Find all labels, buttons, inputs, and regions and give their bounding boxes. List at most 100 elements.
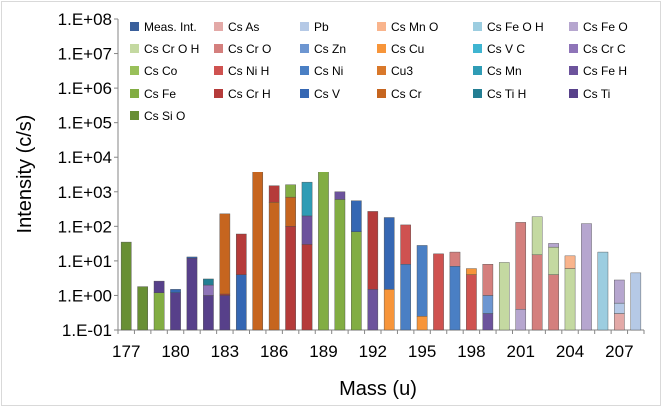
legend-label: Cs Mn O — [391, 20, 438, 34]
bar-segment — [301, 244, 313, 331]
bar-segment — [630, 272, 642, 331]
legend-label: Cs Si O — [144, 109, 185, 123]
x-axis-title: Mass (u) — [339, 378, 417, 400]
legend-label: Cs Cu — [391, 42, 424, 56]
legend-swatch — [214, 44, 223, 53]
bar-segment — [268, 201, 280, 331]
legend-label: Cs V C — [487, 42, 525, 56]
legend-label: Cs Zn — [314, 42, 346, 56]
legend-swatch — [569, 89, 578, 98]
bar-segment — [482, 295, 494, 314]
bar-segment — [203, 284, 214, 296]
x-tick-label: 198 — [457, 342, 485, 361]
x-tick-label: 189 — [309, 342, 337, 361]
bar-segment — [367, 289, 379, 331]
legend-swatch — [377, 22, 386, 31]
bar-segment — [482, 313, 494, 331]
legend-label: Cs Ni — [314, 64, 343, 78]
bar-segment — [466, 274, 477, 331]
x-tick-label: 204 — [556, 342, 584, 361]
y-tick-label: 1.E+01 — [58, 252, 112, 271]
legend-swatch — [473, 66, 482, 75]
bar-segment — [581, 223, 592, 331]
legend-label: Cs Mn — [487, 64, 522, 78]
legend-swatch — [130, 89, 139, 98]
legend-label: Cs V — [314, 87, 340, 101]
legend-swatch — [377, 44, 386, 53]
bar-segment — [564, 255, 576, 269]
bar-segment — [466, 268, 477, 275]
legend-label: Cs Cr O — [228, 42, 271, 56]
legend-swatch — [473, 89, 482, 98]
y-axis-title: Intensity (c/s) — [14, 115, 36, 234]
bar-segment — [416, 316, 428, 331]
bar-segment — [548, 274, 559, 331]
bar-segment — [285, 196, 296, 227]
legend-swatch — [473, 22, 482, 31]
bar-segment — [531, 216, 543, 256]
legend-swatch — [300, 89, 309, 98]
legend-swatch — [377, 89, 386, 98]
legend-swatch — [300, 66, 309, 75]
y-tick-label: 1.E-01 — [62, 321, 112, 340]
bar-segment — [351, 200, 362, 232]
bars — [120, 144, 642, 331]
bar-segment — [186, 257, 198, 331]
bar-segment — [318, 144, 329, 331]
bar-segment — [301, 215, 313, 245]
bar-segment — [334, 191, 346, 200]
bar-segment — [498, 262, 510, 331]
legend-swatch — [569, 22, 578, 31]
x-tick-label: 177 — [112, 342, 140, 361]
legend-label: Cu3 — [391, 64, 413, 78]
bar-segment — [235, 274, 247, 331]
bar-segment — [285, 226, 296, 331]
legend-label: Cs Ti H — [487, 87, 526, 101]
bar-segment — [120, 241, 132, 331]
bar-segment — [564, 268, 576, 331]
legend-swatch — [569, 44, 578, 53]
bar-segment — [383, 289, 395, 331]
legend-label: Cs Fe O H — [487, 20, 544, 34]
bar-segment — [219, 295, 231, 331]
bar-segment — [285, 184, 296, 198]
legend-label: Cs Co — [144, 64, 178, 78]
bar-segment — [416, 245, 428, 317]
x-tick-label: 195 — [408, 342, 436, 361]
legend-label: Pb — [314, 20, 329, 34]
legend-swatch — [214, 66, 223, 75]
y-tick-label: 1.E+04 — [58, 148, 112, 167]
x-tick-labels: 177 180 183 186 189 192 195 198 201 204 207 — [112, 330, 645, 361]
legend-label: Cs Cr O H — [144, 42, 199, 56]
bar-segment — [449, 266, 461, 331]
x-tick-label: 201 — [507, 342, 535, 361]
bar-segment — [351, 231, 362, 331]
y-tick-label: 1.E+03 — [58, 183, 112, 202]
bar-segment — [170, 292, 181, 331]
bar-segment — [301, 181, 313, 217]
legend-swatch — [214, 89, 223, 98]
legend-swatch — [130, 66, 139, 75]
legend-label: Cs Cr C — [583, 42, 626, 56]
bar-segment — [482, 264, 494, 296]
legend-swatch — [473, 44, 482, 53]
x-tick-label: 192 — [359, 342, 387, 361]
bar-segment — [186, 256, 198, 259]
bar-segment — [531, 254, 543, 331]
bar-segment — [268, 185, 280, 203]
legend: Meas. Int. Cs As Pb Cs Mn O Cs Fe O H Cs Fe O… — [122, 20, 642, 172]
bar-segment — [548, 246, 559, 275]
legend-swatch — [300, 44, 309, 53]
bar-segment — [614, 279, 625, 304]
x-tick-label: 207 — [605, 342, 633, 361]
bar-segment — [235, 233, 247, 275]
legend-swatch — [569, 66, 578, 75]
bar-segment — [614, 302, 625, 314]
bar-segment — [137, 286, 148, 331]
y-tick-label: 1.E+05 — [58, 114, 112, 133]
bar-segment — [252, 170, 264, 331]
y-tick-label: 1.E+02 — [58, 217, 112, 236]
x-tick-label: 183 — [211, 342, 239, 361]
bar-segment — [203, 295, 214, 331]
